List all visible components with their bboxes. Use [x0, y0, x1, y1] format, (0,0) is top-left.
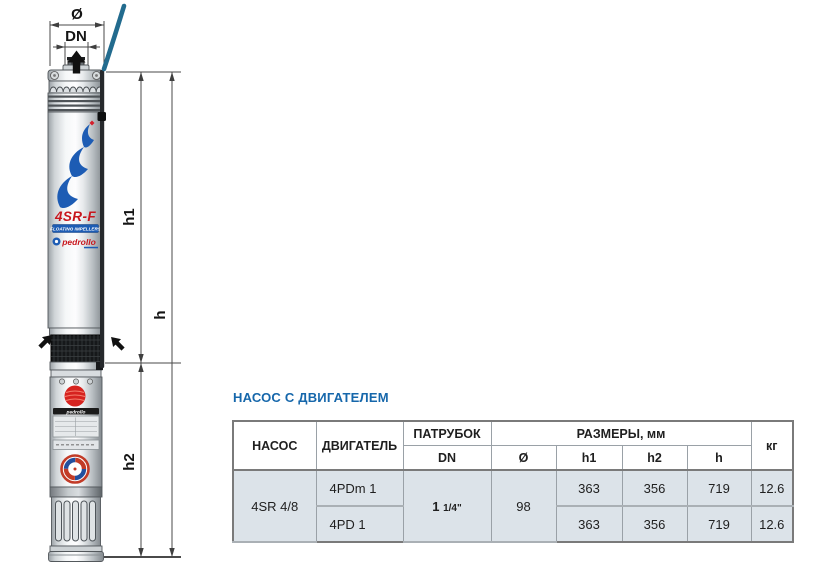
cell-h1: 363: [555, 505, 623, 543]
cell-h2: 356: [621, 505, 688, 543]
h-dim-label: h: [152, 310, 169, 319]
dn-whole: 1: [432, 498, 440, 514]
spec-table: НАСОС ДВИГАТЕЛЬ ПАТРУБОК РАЗМЕРЫ, мм кг …: [232, 420, 794, 543]
motor-plate-brand: pedrollo: [66, 409, 86, 415]
cell-diameter: 98: [490, 469, 557, 543]
table-row: 4SR 4/8 4PDm 1 1 1/4" 98 363 356 719 12.…: [232, 469, 794, 543]
cell-h: 719: [686, 469, 752, 507]
pump-model-label: 4SR-F: [54, 209, 96, 224]
cell-h1: 363: [555, 469, 623, 507]
dimension-lines: [49, 21, 181, 558]
h2-dim-label: h2: [121, 453, 138, 471]
col-header-diameter: Ø: [490, 445, 557, 471]
cell-motor: 4PDm 1: [315, 469, 404, 507]
diameter-dim-label: Ø: [71, 6, 83, 23]
cable-clamp: [97, 112, 106, 121]
col-header-motor: ДВИГАТЕЛЬ: [315, 420, 404, 471]
cell-dn: 1 1/4": [402, 469, 492, 543]
cell-pump-model: 4SR 4/8: [232, 469, 317, 543]
col-header-h2: h2: [621, 445, 688, 471]
brand-logo-text: pedrollo: [61, 237, 96, 247]
col-header-port: ПАТРУБОК: [402, 420, 492, 446]
cell-motor: 4PD 1: [315, 505, 404, 543]
pump-drawing: Ø DN h1 h h2: [38, 3, 181, 562]
cell-kg: 12.6: [750, 505, 794, 543]
intake-arrow-left-icon: [38, 335, 52, 349]
power-cable: [101, 3, 127, 72]
motor-nameplate: [52, 415, 100, 450]
col-header-kg: кг: [750, 420, 794, 471]
col-header-pump: НАСОС: [232, 420, 317, 471]
cell-h: 719: [686, 505, 752, 543]
cell-kg: 12.6: [750, 469, 794, 507]
pump-diagram: Ø DN h1 h h2: [0, 0, 210, 574]
cooling-slots: [55, 500, 96, 542]
red-sphere-logo: [64, 385, 86, 407]
h1-dim-label: h1: [121, 208, 138, 226]
brand-flame-logo: [57, 124, 94, 209]
certification-badge: [60, 454, 90, 484]
intake-arrow-right-icon: [111, 337, 125, 351]
col-header-h: h: [686, 445, 752, 471]
section-title: НАСОС С ДВИГАТЕЛЕМ: [233, 390, 389, 405]
cable-conduit: [100, 70, 105, 368]
logo-red-dot: [89, 120, 95, 126]
pump-body: 4SR-F FLOATING IMPELLERS pedrollo: [47, 57, 104, 562]
col-header-dimensions: РАЗМЕРЫ, мм: [490, 420, 752, 446]
discharge-arrow-icon: [67, 50, 86, 74]
col-header-h1: h1: [555, 445, 623, 471]
cell-h2: 356: [621, 469, 688, 507]
dn-frac: 1/4": [443, 502, 462, 514]
intake-mesh: [50, 334, 102, 363]
pump-sub-label: FLOATING IMPELLERS: [50, 226, 102, 231]
dn-dim-label: DN: [65, 28, 87, 45]
table-row: 4PD 1 363 356 719 12.6: [233, 505, 794, 543]
col-header-dn: DN: [402, 445, 492, 471]
